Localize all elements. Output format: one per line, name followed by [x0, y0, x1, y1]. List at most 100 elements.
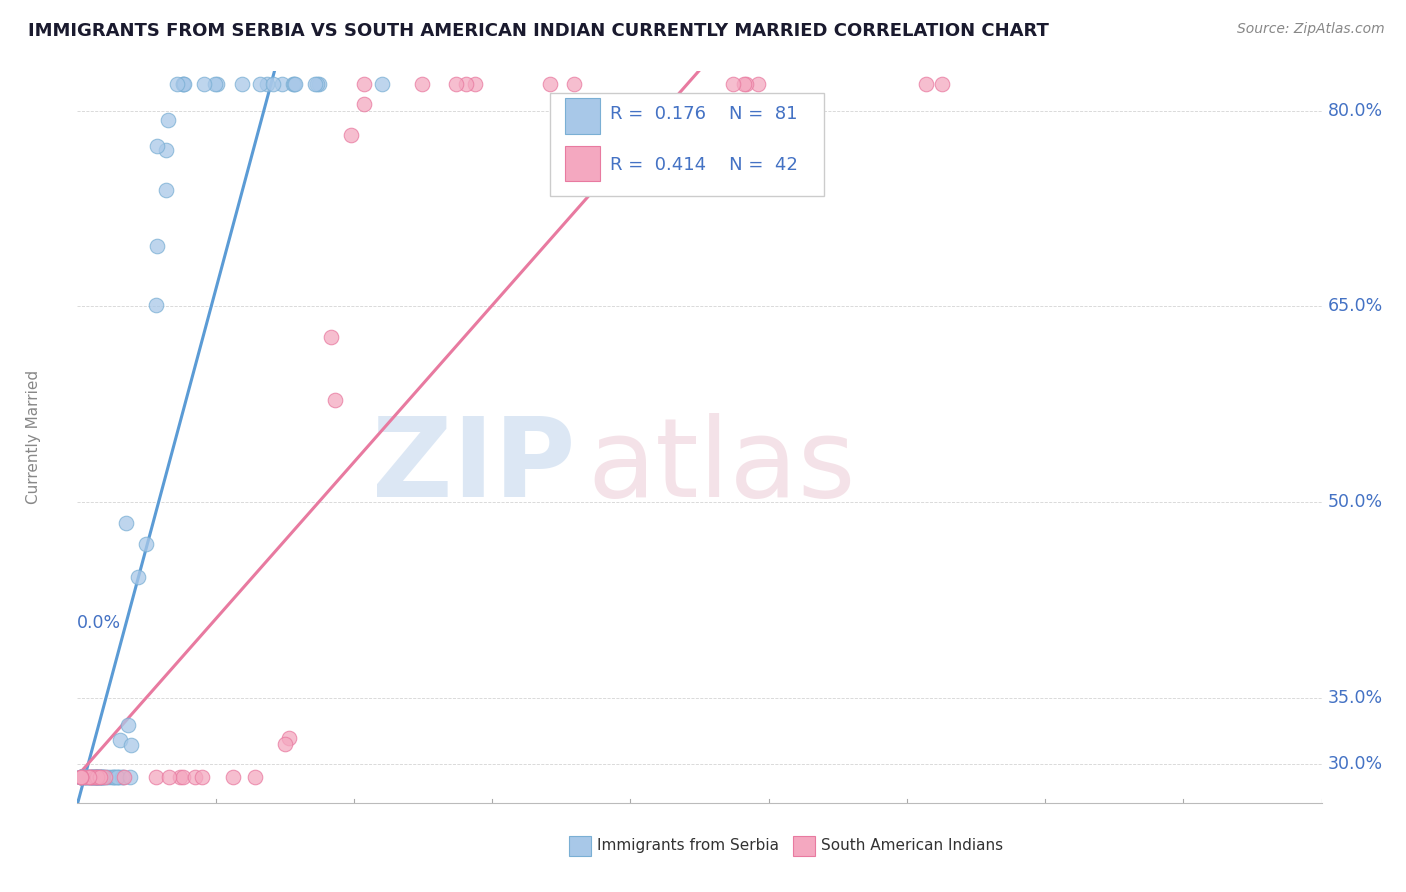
Point — [155, 143, 177, 157]
Point — [249, 78, 271, 92]
Point — [733, 78, 755, 92]
Point — [84, 770, 107, 784]
Point — [184, 770, 207, 784]
Point — [166, 78, 188, 92]
Point — [103, 770, 125, 784]
Bar — [569, 836, 592, 856]
Point — [73, 770, 96, 784]
Point — [274, 737, 297, 751]
Text: 50.0%: 50.0% — [1327, 493, 1384, 511]
Point — [70, 770, 93, 784]
Point — [931, 78, 953, 92]
Point — [104, 770, 127, 784]
Point — [370, 78, 392, 92]
Point — [77, 770, 100, 784]
Point — [84, 770, 107, 784]
Point — [86, 770, 108, 784]
Point — [86, 770, 108, 784]
Point — [411, 78, 433, 92]
Point — [82, 770, 104, 784]
Point — [172, 78, 194, 92]
Point — [155, 183, 177, 197]
Point — [353, 97, 375, 112]
Point — [145, 298, 167, 312]
Point — [319, 330, 342, 344]
Point — [94, 770, 117, 784]
Point — [284, 78, 307, 92]
Point — [82, 770, 104, 784]
Point — [93, 770, 115, 784]
Bar — [793, 836, 815, 856]
Point — [283, 78, 305, 92]
Point — [70, 770, 93, 784]
Point — [90, 770, 112, 784]
Point — [76, 770, 98, 784]
Text: IMMIGRANTS FROM SERBIA VS SOUTH AMERICAN INDIAN CURRENTLY MARRIED CORRELATION CH: IMMIGRANTS FROM SERBIA VS SOUTH AMERICAN… — [28, 22, 1049, 40]
Point — [108, 732, 131, 747]
Point — [262, 78, 284, 92]
Point — [89, 770, 111, 784]
Point — [454, 78, 477, 92]
Text: ZIP: ZIP — [371, 413, 575, 520]
Point — [87, 770, 110, 784]
Point — [146, 138, 169, 153]
Point — [117, 718, 139, 732]
Point — [120, 738, 142, 752]
Point — [204, 78, 226, 92]
Bar — [565, 98, 600, 134]
Point — [464, 78, 486, 92]
Point — [221, 770, 243, 784]
Point — [73, 770, 96, 784]
Point — [97, 770, 120, 784]
Point — [108, 770, 131, 784]
Point — [70, 770, 93, 784]
Point — [91, 770, 114, 784]
Point — [84, 770, 107, 784]
Point — [446, 78, 468, 92]
Point — [231, 78, 253, 92]
Point — [135, 536, 157, 550]
Point — [77, 770, 100, 784]
Point — [283, 78, 305, 92]
Point — [112, 770, 135, 784]
Text: 65.0%: 65.0% — [1327, 297, 1384, 316]
Point — [172, 78, 194, 92]
Point — [353, 78, 375, 92]
Point — [75, 770, 97, 784]
Text: Immigrants from Serbia: Immigrants from Serbia — [598, 838, 779, 853]
Point — [94, 770, 117, 784]
Point — [89, 770, 111, 784]
Point — [308, 78, 330, 92]
Point — [340, 128, 363, 142]
Point — [127, 570, 149, 584]
Point — [173, 78, 195, 92]
Bar — [565, 146, 600, 181]
Point — [87, 770, 110, 784]
Point — [80, 770, 103, 784]
Point — [277, 731, 299, 745]
Point — [84, 770, 107, 784]
Point — [101, 770, 124, 784]
Point — [735, 78, 758, 92]
Point — [80, 770, 103, 784]
Text: 80.0%: 80.0% — [1327, 102, 1384, 120]
Point — [82, 770, 104, 784]
Point — [77, 770, 100, 784]
Point — [111, 770, 134, 784]
Point — [323, 392, 346, 407]
Point — [82, 770, 104, 784]
Point — [70, 770, 93, 784]
Point — [70, 770, 93, 784]
Point — [115, 516, 138, 531]
Text: Currently Married: Currently Married — [27, 370, 41, 504]
Point — [86, 770, 108, 784]
Point — [70, 770, 93, 784]
Point — [79, 770, 101, 784]
Point — [538, 78, 561, 92]
Point — [89, 770, 111, 784]
Point — [245, 770, 267, 784]
Point — [80, 770, 103, 784]
Text: R =  0.176    N =  81: R = 0.176 N = 81 — [610, 104, 797, 123]
Point — [86, 770, 108, 784]
Point — [915, 78, 938, 92]
